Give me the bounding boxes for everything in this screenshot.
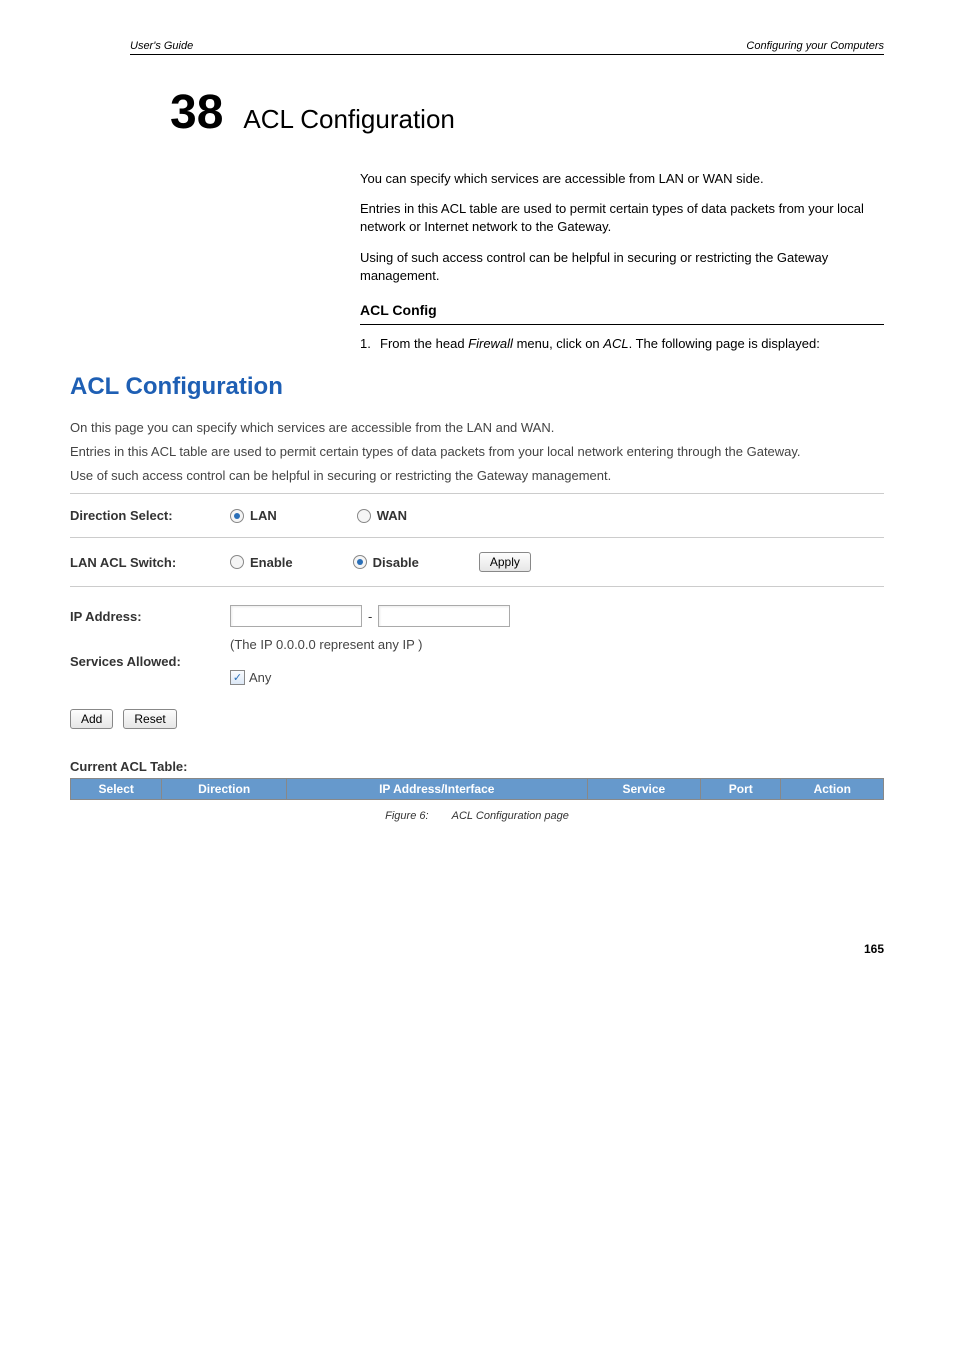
lan-acl-switch-row: LAN ACL Switch: Enable Disable Apply (70, 538, 884, 587)
page-number: 165 (130, 942, 884, 956)
page-header: User's Guide Configuring your Computers (130, 40, 884, 55)
caption-label: Figure 6: (385, 810, 428, 822)
radio-enable[interactable]: Enable (230, 555, 293, 570)
step-text: From the head Firewall menu, click on AC… (380, 335, 820, 353)
acl-config-screenshot: ACL Configuration On this page you can s… (70, 373, 884, 823)
direction-select-label: Direction Select: (70, 508, 230, 523)
radio-lan-icon (230, 509, 244, 523)
acl-table: Select Direction IP Address/Interface Se… (70, 778, 884, 800)
button-row: Add Reset (70, 709, 884, 729)
ip-address-label: IP Address: (70, 609, 230, 624)
screenshot-intro2: Entries in this ACL table are used to pe… (70, 443, 884, 461)
chapter-title: 38 ACL Configuration (170, 85, 884, 140)
radio-wan-label: WAN (377, 508, 407, 523)
direction-select-row: Direction Select: LAN WAN (70, 494, 884, 538)
ip-start-input[interactable] (230, 605, 362, 627)
services-allowed-label: Services Allowed: (70, 654, 230, 669)
screenshot-title: ACL Configuration (70, 373, 884, 401)
header-left: User's Guide (130, 40, 193, 52)
intro-p2: Entries in this ACL table are used to pe… (360, 200, 884, 236)
radio-enable-label: Enable (250, 555, 293, 570)
col-select: Select (71, 779, 162, 800)
intro-p1: You can specify which services are acces… (360, 170, 884, 188)
col-ip: IP Address/Interface (286, 779, 587, 800)
chapter-number: 38 (170, 85, 223, 140)
ip-hint: (The IP 0.0.0.0 represent any IP ) (230, 637, 422, 652)
lan-acl-switch-label: LAN ACL Switch: (70, 555, 230, 570)
intro-p3: Using of such access control can be help… (360, 249, 884, 285)
col-direction: Direction (162, 779, 286, 800)
screenshot-intro1: On this page you can specify which servi… (70, 419, 884, 437)
col-service: Service (587, 779, 700, 800)
ip-address-row: IP Address: - (70, 587, 884, 633)
services-allowed-row: Services Allowed: (The IP 0.0.0.0 repres… (70, 633, 884, 703)
acl-table-title: Current ACL Table: (70, 759, 884, 774)
apply-button[interactable]: Apply (479, 552, 531, 572)
ip-dash: - (368, 609, 372, 624)
radio-lan[interactable]: LAN (230, 508, 277, 523)
section-heading: ACL Config (360, 301, 884, 325)
step-1: 1. From the head Firewall menu, click on… (360, 335, 884, 353)
figure-caption: Figure 6: ACL Configuration page (70, 810, 884, 822)
step-number: 1. (360, 335, 380, 353)
caption-text: ACL Configuration page (452, 810, 569, 822)
radio-wan[interactable]: WAN (357, 508, 407, 523)
add-button[interactable]: Add (70, 709, 113, 729)
radio-wan-icon (357, 509, 371, 523)
radio-lan-label: LAN (250, 508, 277, 523)
col-action: Action (781, 779, 884, 800)
radio-disable-icon (353, 555, 367, 569)
radio-disable-label: Disable (373, 555, 419, 570)
col-port: Port (701, 779, 781, 800)
any-checkbox[interactable]: ✓ Any (230, 670, 422, 685)
radio-disable[interactable]: Disable (353, 555, 419, 570)
reset-button[interactable]: Reset (123, 709, 176, 729)
header-right: Configuring your Computers (746, 40, 884, 52)
screenshot-intro3: Use of such access control can be helpfu… (70, 467, 884, 485)
chapter-label: ACL Configuration (243, 104, 455, 135)
checkbox-icon: ✓ (230, 670, 245, 685)
radio-enable-icon (230, 555, 244, 569)
any-label: Any (249, 670, 271, 685)
ip-end-input[interactable] (378, 605, 510, 627)
